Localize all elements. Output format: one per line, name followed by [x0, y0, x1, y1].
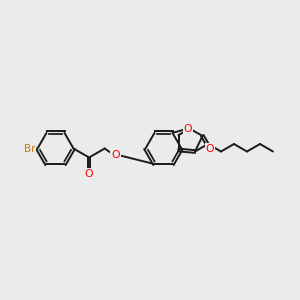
Text: O: O	[206, 144, 214, 154]
Text: O: O	[85, 169, 93, 179]
Text: O: O	[111, 150, 120, 160]
Text: Br: Br	[24, 143, 35, 154]
Text: O: O	[184, 124, 192, 134]
